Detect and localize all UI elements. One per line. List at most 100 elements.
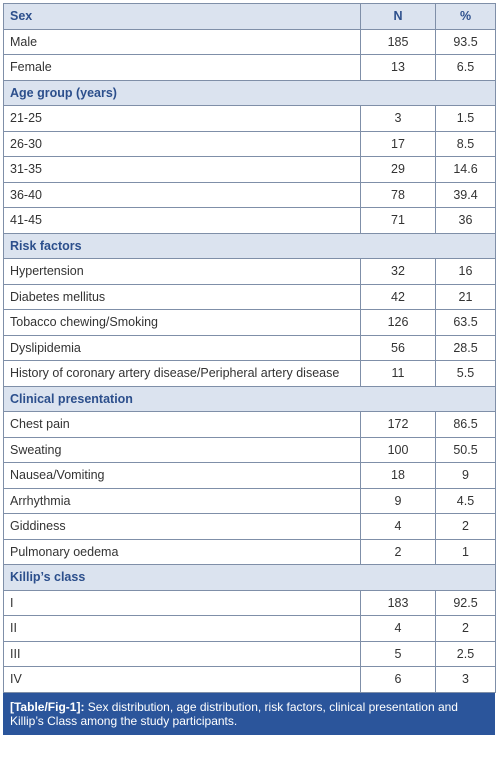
cell-value: 16 bbox=[435, 258, 496, 285]
cell-value: 183 bbox=[360, 589, 436, 616]
cell-value: 18 bbox=[360, 462, 436, 489]
row-label: Dyslipidemia bbox=[3, 334, 361, 361]
row-label: Tobacco chewing/Smoking bbox=[3, 309, 361, 336]
cell-value: 11 bbox=[360, 360, 436, 387]
row-label: Male bbox=[3, 28, 361, 55]
cell-value: 1.5 bbox=[435, 105, 496, 132]
row-label: 31-35 bbox=[3, 156, 361, 183]
cell-value: 56 bbox=[360, 334, 436, 361]
column-header: N bbox=[360, 3, 436, 30]
row-label: I bbox=[3, 589, 361, 616]
data-row: History of coronary artery disease/Perip… bbox=[3, 360, 496, 387]
data-row: II 4 2 bbox=[3, 615, 496, 642]
row-label: IV bbox=[3, 666, 361, 693]
cell-value: 17 bbox=[360, 130, 436, 157]
data-row: Male 185 93.5 bbox=[3, 28, 496, 55]
cell-value: 14.6 bbox=[435, 156, 496, 183]
caption-label: [Table/Fig-1]: bbox=[10, 699, 85, 714]
section-header: Sex N% bbox=[3, 3, 496, 30]
cell-value: 5 bbox=[360, 640, 436, 667]
cell-value: 13 bbox=[360, 54, 436, 81]
section-title: Risk factors bbox=[3, 232, 496, 259]
data-row: 21-25 3 1.5 bbox=[3, 105, 496, 132]
row-label: History of coronary artery disease/Perip… bbox=[3, 360, 361, 387]
data-row: 26-30 17 8.5 bbox=[3, 130, 496, 157]
cell-value: 93.5 bbox=[435, 28, 496, 55]
row-label: II bbox=[3, 615, 361, 642]
cell-value: 21 bbox=[435, 283, 496, 310]
cell-value: 1 bbox=[435, 538, 496, 565]
cell-value: 4.5 bbox=[435, 487, 496, 514]
row-label: 26-30 bbox=[3, 130, 361, 157]
cell-value: 6.5 bbox=[435, 54, 496, 81]
cell-value: 2.5 bbox=[435, 640, 496, 667]
table-body: Sex N% Male 185 93.5 Female 13 6.5 Age group (ye… bbox=[3, 3, 496, 693]
section-title: Clinical presentation bbox=[3, 385, 496, 412]
cell-value: 2 bbox=[435, 513, 496, 540]
row-label: Pulmonary oedema bbox=[3, 538, 361, 565]
row-label: Arrhythmia bbox=[3, 487, 361, 514]
section-title: Age group (years) bbox=[3, 79, 496, 106]
data-row: I 183 92.5 bbox=[3, 589, 496, 616]
cell-value: 36 bbox=[435, 207, 496, 234]
data-row: 31-35 29 14.6 bbox=[3, 156, 496, 183]
cell-value: 185 bbox=[360, 28, 436, 55]
section-header: Age group (years) bbox=[3, 79, 496, 106]
data-row: Arrhythmia 9 4.5 bbox=[3, 487, 496, 514]
cell-value: 3 bbox=[360, 105, 436, 132]
caption: [Table/Fig-1]: Sex distribution, age dis… bbox=[3, 692, 495, 735]
row-label: Sweating bbox=[3, 436, 361, 463]
cell-value: 126 bbox=[360, 309, 436, 336]
cell-value: 4 bbox=[360, 615, 436, 642]
section-title: Killip’s class bbox=[3, 564, 496, 591]
row-label: Female bbox=[3, 54, 361, 81]
data-row: Pulmonary oedema 2 1 bbox=[3, 538, 496, 565]
cell-value: 100 bbox=[360, 436, 436, 463]
row-label: 36-40 bbox=[3, 181, 361, 208]
row-label: Chest pain bbox=[3, 411, 361, 438]
cell-value: 50.5 bbox=[435, 436, 496, 463]
data-row: 36-40 78 39.4 bbox=[3, 181, 496, 208]
section-title: Sex bbox=[3, 3, 361, 30]
data-row: IV 6 3 bbox=[3, 666, 496, 693]
cell-value: 28.5 bbox=[435, 334, 496, 361]
cell-value: 78 bbox=[360, 181, 436, 208]
row-label: Giddiness bbox=[3, 513, 361, 540]
cell-value: 71 bbox=[360, 207, 436, 234]
row-label: 21-25 bbox=[3, 105, 361, 132]
row-label: III bbox=[3, 640, 361, 667]
cell-value: 9 bbox=[360, 487, 436, 514]
column-header: % bbox=[435, 3, 496, 30]
section-header: Clinical presentation bbox=[3, 385, 496, 412]
data-row: 41-45 71 36 bbox=[3, 207, 496, 234]
data-row: Giddiness 4 2 bbox=[3, 513, 496, 540]
row-label: 41-45 bbox=[3, 207, 361, 234]
cell-value: 42 bbox=[360, 283, 436, 310]
data-row: III 5 2.5 bbox=[3, 640, 496, 667]
cell-value: 6 bbox=[360, 666, 436, 693]
cell-value: 32 bbox=[360, 258, 436, 285]
section-header: Killip’s class bbox=[3, 564, 496, 591]
cell-value: 9 bbox=[435, 462, 496, 489]
row-label: Nausea/Vomiting bbox=[3, 462, 361, 489]
data-row: Tobacco chewing/Smoking 126 63.5 bbox=[3, 309, 496, 336]
cell-value: 86.5 bbox=[435, 411, 496, 438]
cell-value: 5.5 bbox=[435, 360, 496, 387]
data-row: Hypertension 32 16 bbox=[3, 258, 496, 285]
section-header: Risk factors bbox=[3, 232, 496, 259]
cell-value: 2 bbox=[435, 615, 496, 642]
cell-value: 8.5 bbox=[435, 130, 496, 157]
cell-value: 92.5 bbox=[435, 589, 496, 616]
data-row: Sweating 100 50.5 bbox=[3, 436, 496, 463]
data-row: Nausea/Vomiting 18 9 bbox=[3, 462, 496, 489]
data-row: Female 13 6.5 bbox=[3, 54, 496, 81]
caption-text: Sex distribution, age distribution, risk… bbox=[10, 699, 458, 728]
cell-value: 3 bbox=[435, 666, 496, 693]
row-label: Hypertension bbox=[3, 258, 361, 285]
cell-value: 29 bbox=[360, 156, 436, 183]
data-row: Diabetes mellitus 42 21 bbox=[3, 283, 496, 310]
data-row: Chest pain 172 86.5 bbox=[3, 411, 496, 438]
cell-value: 39.4 bbox=[435, 181, 496, 208]
cell-value: 172 bbox=[360, 411, 436, 438]
